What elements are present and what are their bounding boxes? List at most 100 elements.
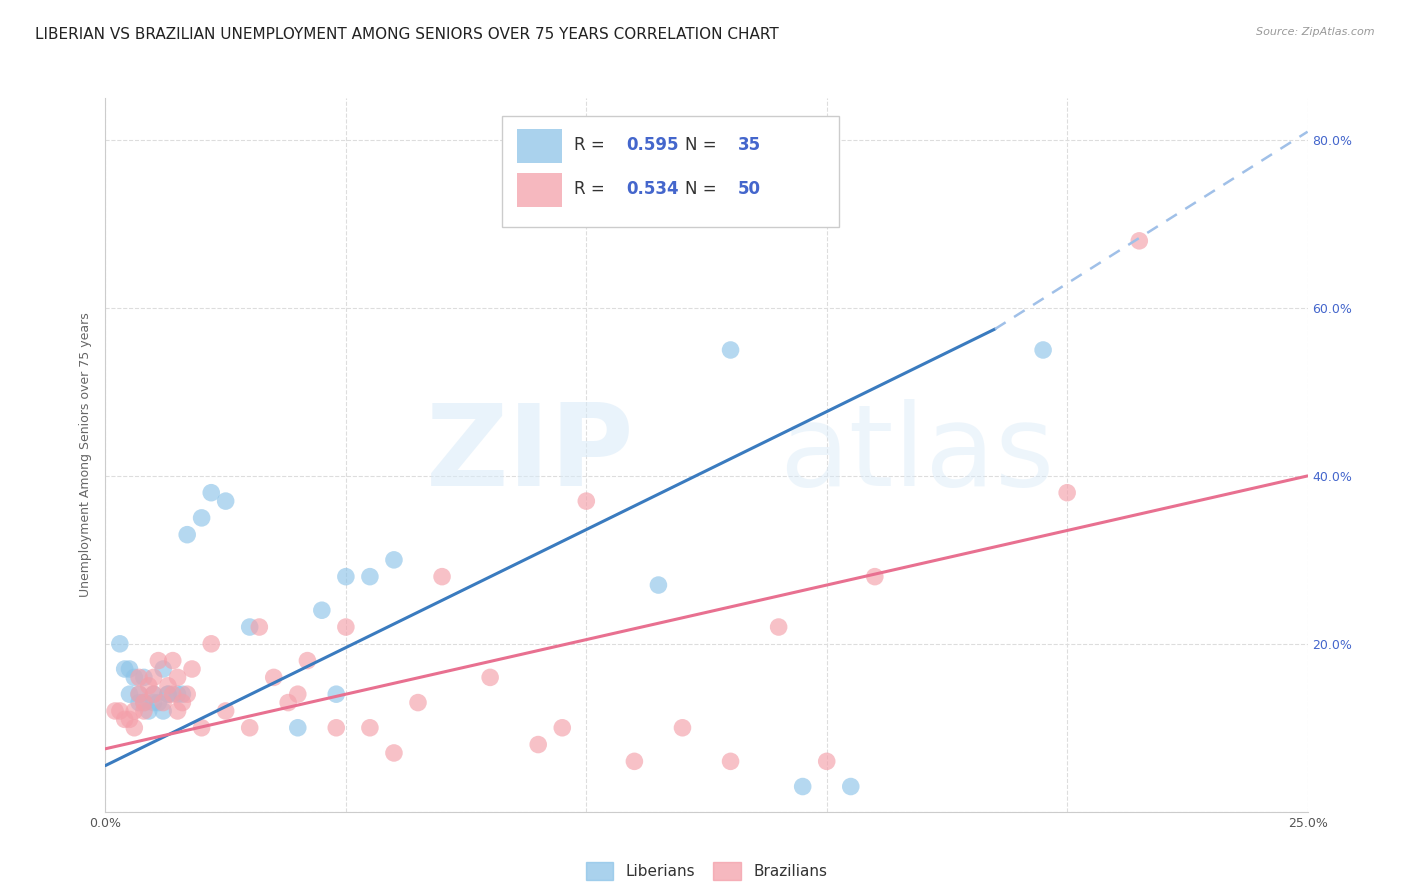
- Point: [1056, 485, 1078, 500]
- Point: [128, 696, 150, 710]
- Point: [287, 721, 309, 735]
- Point: [277, 696, 299, 710]
- Point: [792, 780, 814, 794]
- Point: [118, 687, 141, 701]
- Point: [479, 670, 502, 684]
- Point: [382, 553, 405, 567]
- Point: [247, 620, 270, 634]
- Point: [152, 696, 174, 710]
- Point: [359, 721, 381, 735]
- Point: [128, 687, 150, 701]
- Point: [148, 654, 170, 668]
- Point: [1128, 234, 1150, 248]
- Point: [166, 687, 188, 701]
- Point: [287, 687, 309, 701]
- Point: [176, 527, 198, 541]
- Point: [142, 687, 165, 701]
- Point: [162, 687, 184, 701]
- Point: [114, 662, 136, 676]
- Point: [214, 494, 236, 508]
- Y-axis label: Unemployment Among Seniors over 75 years: Unemployment Among Seniors over 75 years: [79, 312, 93, 598]
- Point: [239, 620, 262, 634]
- Point: [190, 511, 212, 525]
- Point: [152, 662, 174, 676]
- Point: [172, 696, 194, 710]
- Text: 50: 50: [738, 180, 761, 198]
- Point: [152, 704, 174, 718]
- Text: N =: N =: [685, 136, 721, 153]
- Point: [132, 704, 155, 718]
- Point: [406, 696, 429, 710]
- Point: [166, 670, 188, 684]
- Point: [575, 494, 598, 508]
- Text: N =: N =: [685, 180, 721, 198]
- Point: [720, 755, 742, 769]
- Point: [623, 755, 645, 769]
- Point: [132, 696, 155, 710]
- Point: [172, 687, 194, 701]
- Text: ZIP: ZIP: [426, 400, 634, 510]
- Point: [815, 755, 838, 769]
- Point: [128, 687, 150, 701]
- Point: [214, 704, 236, 718]
- Point: [335, 569, 357, 583]
- Point: [156, 687, 179, 701]
- Legend: Liberians, Brazilians: Liberians, Brazilians: [579, 856, 834, 886]
- Text: 0.595: 0.595: [626, 136, 679, 153]
- Point: [104, 704, 127, 718]
- Text: Source: ZipAtlas.com: Source: ZipAtlas.com: [1257, 27, 1375, 37]
- Point: [118, 662, 141, 676]
- Text: atlas: atlas: [779, 400, 1054, 510]
- Point: [200, 637, 222, 651]
- Point: [132, 670, 155, 684]
- Point: [297, 654, 319, 668]
- Point: [166, 704, 188, 718]
- Point: [124, 704, 146, 718]
- FancyBboxPatch shape: [516, 128, 562, 163]
- Point: [118, 712, 141, 726]
- Point: [156, 679, 179, 693]
- Point: [138, 679, 160, 693]
- Point: [720, 343, 742, 357]
- Point: [527, 738, 550, 752]
- Point: [359, 569, 381, 583]
- Point: [114, 712, 136, 726]
- Point: [132, 696, 155, 710]
- Point: [1032, 343, 1054, 357]
- Point: [839, 780, 862, 794]
- Point: [142, 696, 165, 710]
- Point: [124, 670, 146, 684]
- Text: LIBERIAN VS BRAZILIAN UNEMPLOYMENT AMONG SENIORS OVER 75 YEARS CORRELATION CHART: LIBERIAN VS BRAZILIAN UNEMPLOYMENT AMONG…: [35, 27, 779, 42]
- Point: [768, 620, 790, 634]
- Point: [181, 662, 204, 676]
- Point: [142, 670, 165, 684]
- Point: [671, 721, 693, 735]
- Point: [263, 670, 285, 684]
- Point: [162, 654, 184, 668]
- Point: [156, 687, 179, 701]
- Point: [148, 696, 170, 710]
- Point: [382, 746, 405, 760]
- Point: [647, 578, 669, 592]
- Point: [551, 721, 574, 735]
- Point: [325, 687, 347, 701]
- FancyBboxPatch shape: [502, 116, 839, 227]
- Text: R =: R =: [574, 136, 610, 153]
- Point: [311, 603, 333, 617]
- Point: [863, 569, 886, 583]
- Point: [200, 485, 222, 500]
- Point: [142, 687, 165, 701]
- Point: [430, 569, 453, 583]
- Point: [190, 721, 212, 735]
- Text: 35: 35: [738, 136, 761, 153]
- Point: [128, 670, 150, 684]
- Point: [239, 721, 262, 735]
- Point: [108, 637, 131, 651]
- Point: [138, 704, 160, 718]
- Point: [176, 687, 198, 701]
- FancyBboxPatch shape: [516, 173, 562, 207]
- Point: [108, 704, 131, 718]
- Point: [124, 721, 146, 735]
- Point: [325, 721, 347, 735]
- Point: [335, 620, 357, 634]
